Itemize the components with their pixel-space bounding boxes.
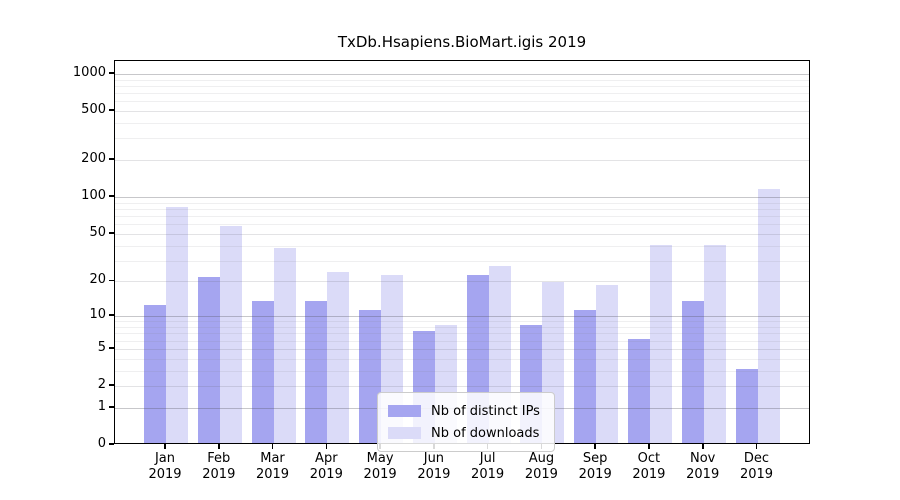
- gridline-5: [115, 348, 809, 350]
- bar-ips-may: [359, 309, 382, 443]
- gridline-2: [115, 386, 809, 387]
- x-tick-label-dec: Dec 2019: [739, 451, 774, 482]
- gridline-9: [115, 321, 809, 323]
- x-tick-mark-jan: [164, 444, 166, 449]
- x-tick-mark-oct: [648, 444, 650, 449]
- x-tick-label-feb: Feb 2019: [202, 451, 236, 482]
- gridline-900: [115, 79, 809, 81]
- y-tick-mark-0: [109, 443, 114, 445]
- gridline-500: [115, 111, 809, 112]
- gridline-400: [115, 123, 809, 124]
- gridline-80: [115, 208, 809, 210]
- x-tick-label-may: May 2019: [363, 451, 397, 482]
- gridline-90: [115, 202, 809, 204]
- x-tick-label-aug: Aug 2019: [524, 451, 558, 482]
- y-tick-label-20: 20: [89, 272, 106, 288]
- gridline-50: [115, 233, 809, 235]
- y-tick-mark-10: [109, 314, 114, 316]
- y-tick-label-1000: 1000: [72, 64, 106, 80]
- gridline-10: [115, 316, 809, 318]
- chart-title: TxDb.Hsapiens.BioMart.igis 2019: [337, 33, 587, 51]
- x-tick-mark-nov: [702, 444, 704, 449]
- x-tick-label-nov: Nov 2019: [686, 451, 720, 482]
- bar-downloads-dec: [757, 189, 780, 443]
- y-tick-label-100: 100: [81, 188, 106, 204]
- x-tick-mark-sep: [594, 444, 596, 449]
- y-tick-mark-50: [109, 232, 114, 234]
- bar-downloads-mar: [273, 247, 296, 443]
- gridline-800: [115, 85, 809, 87]
- bar-downloads-nov: [703, 244, 726, 443]
- x-tick-label-apr: Apr 2019: [309, 451, 343, 482]
- gridline-30: [115, 260, 809, 262]
- bar-downloads-feb: [219, 225, 242, 443]
- x-tick-label-jul: Jul 2019: [471, 451, 505, 482]
- bar-ips-feb: [197, 276, 220, 443]
- gridline-70: [115, 216, 809, 217]
- gridline-600: [115, 101, 809, 103]
- legend-label-downloads: Nb of downloads: [431, 425, 540, 441]
- gridline-40: [115, 245, 809, 247]
- legend-swatch-distinct-ips: [388, 405, 421, 417]
- y-tick-label-500: 500: [81, 102, 106, 117]
- y-tick-label-0: 0: [97, 436, 106, 451]
- legend-swatch-downloads: [388, 427, 421, 439]
- gridline-200: [115, 160, 809, 162]
- y-tick-label-10: 10: [89, 307, 106, 323]
- plot-area: Nb of distinct IPs Nb of downloads: [114, 60, 810, 452]
- y-tick-mark-200: [109, 158, 114, 160]
- bar-downloads-sep: [596, 284, 619, 443]
- y-tick-mark-2: [109, 384, 114, 386]
- gridline-7: [115, 333, 809, 335]
- gridline-60: [115, 224, 809, 226]
- x-tick-mark-apr: [325, 444, 328, 449]
- gridline-1000: [115, 73, 809, 75]
- bar-ips-jan: [144, 305, 166, 443]
- gridline-20: [115, 281, 809, 283]
- y-tick-mark-1: [109, 406, 114, 408]
- bar-ips-dec: [735, 368, 758, 443]
- x-tick-label-sep: Sep 2019: [578, 451, 612, 482]
- bar-ips-sep: [574, 309, 597, 443]
- legend-item-downloads: Nb of downloads: [388, 422, 544, 444]
- gridline-700: [115, 93, 809, 94]
- gridline-3: [115, 370, 809, 372]
- y-tick-mark-5: [109, 347, 114, 349]
- gridline-6: [115, 340, 809, 342]
- y-tick-label-2: 2: [97, 377, 106, 392]
- y-tick-mark-20: [109, 279, 114, 282]
- bar-ips-oct: [627, 338, 650, 443]
- y-tick-label-1: 1: [97, 398, 106, 414]
- x-tick-label-jan: Jan 2019: [148, 451, 182, 482]
- y-tick-label-200: 200: [81, 151, 106, 167]
- x-tick-mark-feb: [218, 444, 220, 449]
- gridline-100: [115, 197, 809, 199]
- bar-downloads-jan: [166, 206, 188, 443]
- gridline-8: [115, 327, 809, 328]
- bar-downloads-apr: [327, 272, 350, 443]
- y-tick-mark-1000: [109, 72, 114, 74]
- y-tick-mark-100: [109, 195, 114, 197]
- bar-downloads-oct: [649, 244, 672, 443]
- x-tick-label-mar: Mar 2019: [255, 451, 290, 482]
- legend-item-distinct-ips: Nb of distinct IPs: [388, 400, 544, 422]
- x-tick-mark-mar: [271, 444, 274, 449]
- x-tick-label-jun: Jun 2019: [417, 451, 451, 482]
- y-tick-label-50: 50: [89, 224, 106, 240]
- x-tick-label-oct: Oct 2019: [632, 451, 666, 482]
- legend-label-distinct-ips: Nb of distinct IPs: [431, 403, 540, 419]
- bar-ips-apr: [305, 301, 328, 443]
- x-tick-mark-dec: [755, 444, 758, 449]
- gridline-300: [115, 138, 809, 140]
- y-tick-label-5: 5: [97, 339, 106, 355]
- y-tick-mark-500: [109, 109, 114, 111]
- bar-ips-mar: [251, 301, 274, 443]
- gridline-4: [115, 358, 809, 360]
- legend: Nb of distinct IPs Nb of downloads: [377, 392, 555, 452]
- bar-ips-nov: [681, 301, 704, 443]
